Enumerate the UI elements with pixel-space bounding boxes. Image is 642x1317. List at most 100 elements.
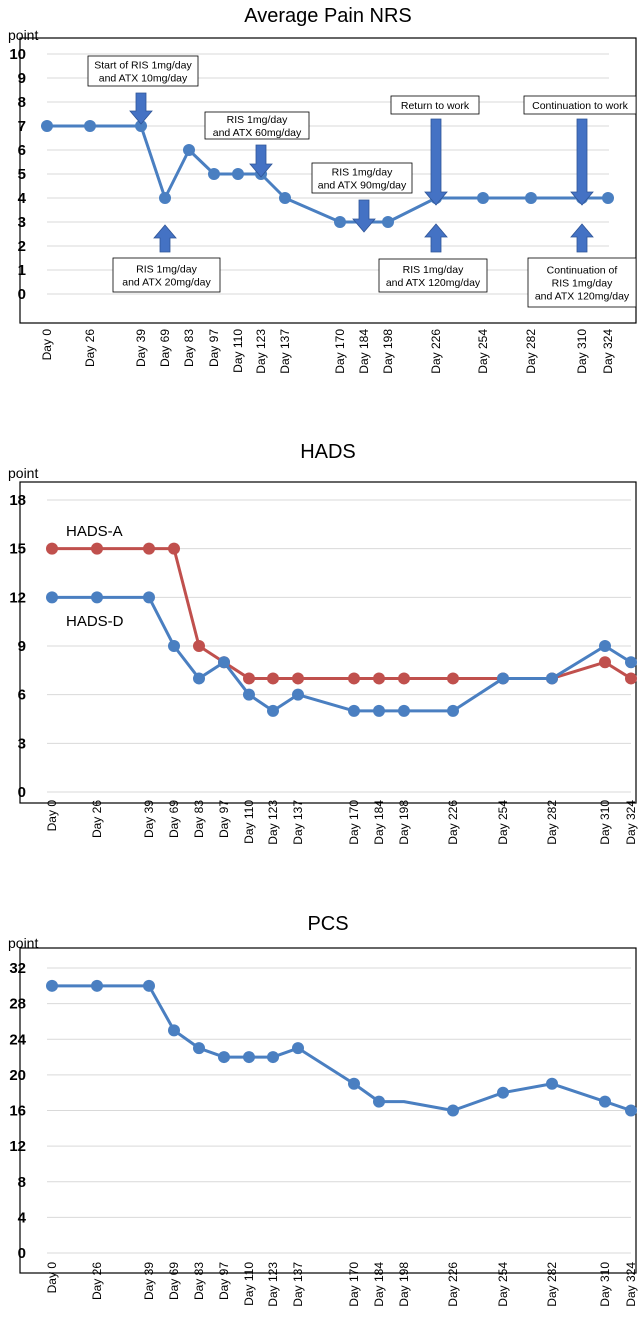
annotation-text: and ATX 120mg/day: [535, 291, 630, 303]
y-tick-label: 9: [18, 638, 26, 655]
data-point: [46, 542, 58, 555]
x-tick-label: Day 310: [598, 800, 612, 845]
x-tick-label: Day 184: [357, 329, 371, 374]
data-point: [193, 640, 205, 652]
x-tick-label: Day 123: [254, 329, 268, 374]
data-point: [243, 672, 255, 685]
x-tick-label: Day 254: [476, 329, 490, 374]
x-tick-label: Day 26: [83, 329, 97, 367]
data-point: [334, 216, 346, 228]
y-tick-label: 20: [9, 1067, 26, 1084]
series-line-hads-d: [52, 595, 632, 713]
x-tick-label: Day 39: [134, 329, 148, 367]
data-point: [232, 168, 244, 180]
data-point: [546, 672, 558, 685]
x-tick-label: Day 198: [381, 329, 395, 374]
data-point: [267, 1051, 279, 1064]
y-tick-label: 0: [18, 286, 26, 303]
x-tick-label: Day 83: [182, 329, 196, 367]
data-point: [46, 979, 58, 992]
annotation-box: [87, 55, 199, 87]
series-line-series-0: [52, 984, 632, 1112]
data-point: [373, 672, 385, 685]
annotation-text: and ATX 10mg/day: [99, 73, 188, 85]
x-tick-label: Day 170: [347, 1262, 361, 1307]
y-tick-label: 1: [18, 262, 26, 279]
x-tick-label: Day 170: [347, 800, 361, 845]
x-tick-label: Day 69: [158, 329, 172, 367]
x-tick-label: Day 282: [545, 1262, 559, 1307]
arrow-down-icon: [352, 199, 376, 233]
data-point: [208, 168, 220, 180]
x-tick-label: Day 137: [278, 329, 292, 374]
arrow-up-icon: [424, 223, 448, 253]
x-tick-label: Day 97: [217, 1262, 231, 1300]
annotation-text: and ATX 20mg/day: [122, 277, 211, 289]
data-point: [183, 144, 195, 156]
x-tick-label: Day 184: [372, 800, 386, 845]
data-point: [292, 1042, 304, 1055]
data-point: [546, 1077, 558, 1090]
data-point: [348, 704, 360, 717]
y-tick-label: 28: [9, 996, 26, 1013]
annotation-box: [112, 257, 221, 293]
x-tick-label: Day 83: [192, 1262, 206, 1300]
data-point: [91, 591, 103, 604]
x-tick-label: Day 254: [496, 800, 510, 845]
data-point: [292, 672, 304, 685]
annotation-text: and ATX 60mg/day: [213, 127, 302, 139]
data-point: [398, 672, 410, 685]
chart-frame: [19, 481, 637, 804]
arrow-down-icon: [249, 144, 273, 178]
y-tick-label: 0: [18, 784, 26, 801]
x-tick-label: Day 226: [446, 800, 460, 845]
y-tick-label: 3: [18, 735, 26, 752]
data-point: [525, 192, 537, 204]
data-point: [143, 979, 155, 992]
data-point: [599, 640, 611, 652]
arrow-down-icon: [129, 92, 153, 125]
x-tick-label: Day 170: [333, 329, 347, 374]
x-tick-label: Day 39: [142, 800, 156, 838]
y-tick-label: 8: [18, 94, 26, 111]
data-point: [193, 1042, 205, 1055]
x-tick-label: Day 97: [207, 329, 221, 367]
annotation-box: [378, 258, 488, 293]
annotation-text: RIS 1mg/day: [403, 264, 464, 276]
annotation-text: Return to work: [401, 100, 470, 112]
data-point: [292, 688, 304, 701]
data-point: [91, 979, 103, 992]
annotation-text: and ATX 90mg/day: [318, 180, 407, 192]
data-point: [168, 542, 180, 555]
x-tick-label: Day 184: [372, 1262, 386, 1307]
y-tick-label: 12: [9, 589, 26, 606]
x-tick-label: Day 226: [446, 1262, 460, 1307]
legend-hads-a: HADS-A: [66, 523, 123, 540]
arrow-down-icon: [424, 118, 448, 206]
data-point: [477, 192, 489, 204]
x-tick-label: Day 0: [45, 1262, 59, 1294]
chart-hads: HADS point 0 3 6 9 12 15 18 Day 0 Day 26 Day 39 Day …: [8, 441, 638, 845]
annotation-box: [311, 162, 413, 194]
y-tick-label: 18: [9, 492, 26, 509]
data-point: [382, 216, 394, 228]
x-tick-label: Day 123: [266, 800, 280, 845]
legend-hads-d: HADS-D: [66, 613, 124, 630]
y-tick-label: 2: [18, 238, 26, 255]
data-point: [625, 1104, 637, 1117]
y-tick-label: 4: [18, 1209, 27, 1226]
x-tick-label: Day 310: [575, 329, 589, 374]
annotation-text: RIS 1mg/day: [332, 167, 393, 179]
x-tick-label: Day 97: [217, 800, 231, 838]
annotation-text: RIS 1mg/day: [136, 264, 197, 276]
x-tick-label: Day 324: [601, 329, 615, 374]
chart-average-pain-nrs: Average Pain NRS point 0 1 2 3 4 5 6 7 8 9 10 Day 0 Da…: [8, 5, 637, 374]
y-tick-label: 8: [18, 1174, 26, 1191]
data-point: [447, 1104, 459, 1117]
data-point: [91, 542, 103, 555]
data-point: [159, 192, 171, 204]
data-point: [143, 542, 155, 555]
